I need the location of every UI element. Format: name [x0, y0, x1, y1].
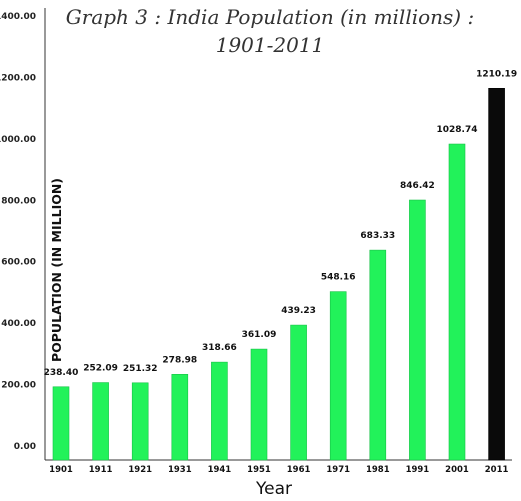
bar-1991: [409, 199, 426, 461]
y-tick-label: 600.00: [1, 258, 36, 268]
data-label-1941: 318.66: [202, 343, 237, 353]
x-tick-label-1921: 1921: [128, 465, 152, 475]
x-tick-label-1901: 1901: [49, 465, 73, 475]
x-tick-label-2011: 2011: [485, 465, 509, 475]
y-tick-label: 1000.00: [0, 135, 36, 145]
bar-1941: [211, 361, 228, 461]
x-tick-label-2001: 2001: [445, 465, 469, 475]
bar-1901: [52, 386, 70, 461]
data-label-1981: 683.33: [360, 231, 395, 241]
data-label-1921: 251.32: [123, 364, 158, 374]
data-label-1901: 238.40: [44, 368, 79, 378]
y-axis-label: POPULATION (IN MILLION): [49, 178, 64, 362]
x-tick-label-1981: 1981: [366, 465, 390, 475]
x-tick-label-1961: 1961: [287, 465, 311, 475]
data-label-1911: 252.09: [83, 364, 118, 374]
x-tick-label-1931: 1931: [168, 465, 192, 475]
bar-1931: [171, 374, 189, 461]
x-axis-ticks: 1901 1911 1921 1931 1941 1951 1961 1971 1981 1991…: [49, 465, 508, 475]
data-label-1931: 278.98: [162, 355, 197, 365]
y-axis-ticks: 0.00 200.00 400.00 600.00 800.00 1000.00 1200.…: [0, 12, 36, 452]
data-labels: 238.40 252.09 251.32 278.98 318.66 361.09 439.…: [44, 69, 517, 377]
data-label-1961: 439.23: [281, 306, 316, 316]
data-label-2001: 1028.74: [437, 125, 478, 135]
axes: [44, 8, 512, 461]
x-tick-label-1911: 1911: [89, 465, 113, 475]
x-tick-label-1991: 1991: [406, 465, 430, 475]
x-tick-label-1951: 1951: [247, 465, 271, 475]
chart-title: Graph 3 : India Population (in millions)…: [66, 5, 474, 29]
data-label-1951: 361.09: [242, 330, 277, 340]
x-tick-label-1971: 1971: [326, 465, 350, 475]
data-label-1991: 846.42: [400, 181, 435, 191]
bar-1981: [369, 249, 387, 461]
bar-2011: [488, 87, 505, 461]
y-tick-label: 200.00: [1, 381, 36, 391]
bar-2001: [448, 143, 466, 461]
chart-subtitle: 1901-2011: [216, 33, 325, 57]
bar-1961: [290, 324, 307, 461]
y-tick-label: 0.00: [14, 442, 36, 452]
y-tick-label: 1400.00: [0, 12, 36, 22]
bar-1921: [131, 382, 149, 461]
y-tick-label: 400.00: [1, 319, 36, 329]
bar-1951: [250, 348, 268, 461]
bars: [52, 87, 505, 461]
bar-1971: [329, 291, 347, 461]
x-tick-label-1941: 1941: [208, 465, 232, 475]
data-label-1971: 548.16: [321, 273, 356, 283]
bar-1911: [92, 382, 109, 461]
data-label-2011: 1210.19: [476, 69, 517, 79]
x-axis-label: Year: [255, 479, 292, 499]
y-tick-label: 800.00: [1, 196, 36, 206]
